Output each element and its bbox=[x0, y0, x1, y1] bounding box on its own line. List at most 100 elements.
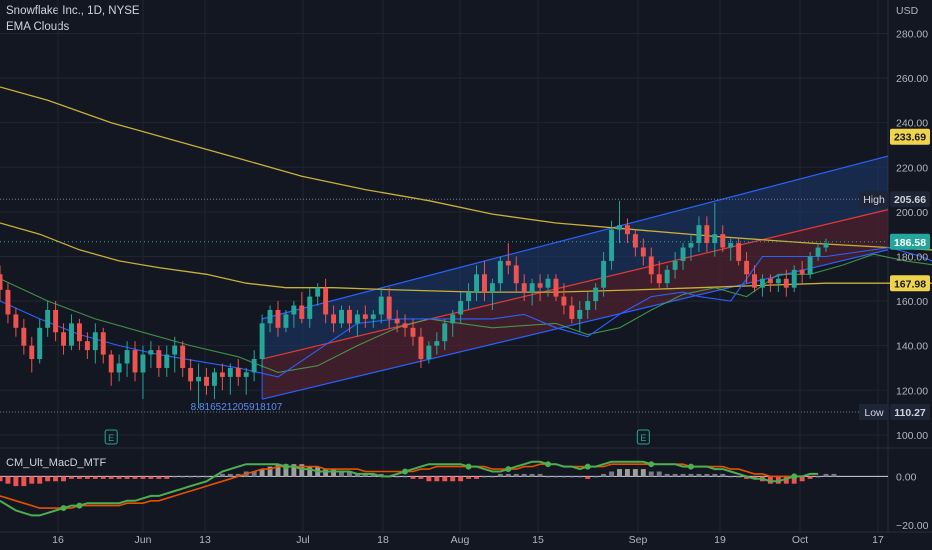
macd-histogram-bar bbox=[172, 476, 178, 478]
candle bbox=[140, 345, 146, 400]
macd-histogram-bar bbox=[497, 473, 503, 477]
macd-histogram-bar bbox=[601, 473, 607, 477]
candle bbox=[545, 274, 551, 297]
macd-histogram-bar bbox=[545, 476, 551, 478]
candle-body bbox=[688, 243, 694, 248]
candle-body bbox=[426, 345, 432, 360]
macd-histogram-bar bbox=[45, 476, 51, 482]
y-tick-label: 260.00 bbox=[896, 73, 928, 85]
macd-histogram-bar bbox=[148, 476, 154, 479]
low-tag-label: Low bbox=[864, 407, 884, 419]
ema-100-line bbox=[0, 222, 932, 293]
macd-histogram-bar bbox=[291, 464, 297, 477]
candle bbox=[37, 318, 43, 364]
price-axis[interactable]: 100.00 120.00 140.00 160.00 180.00 200.00 220.… bbox=[896, 28, 929, 532]
high-tag-label-bg bbox=[859, 191, 889, 208]
candle-body bbox=[458, 301, 464, 315]
macd-cross-dot bbox=[505, 466, 512, 473]
macd-cross-dot bbox=[791, 473, 798, 480]
candle bbox=[640, 238, 646, 266]
candle-body bbox=[227, 367, 233, 377]
candle bbox=[92, 323, 98, 364]
macd-histogram-bar bbox=[275, 464, 281, 477]
candle bbox=[299, 292, 305, 324]
macd-histogram-bar bbox=[561, 476, 567, 478]
candle-body bbox=[744, 260, 750, 275]
candle-body bbox=[251, 359, 257, 373]
candle-body bbox=[799, 269, 805, 275]
candle bbox=[767, 274, 773, 293]
candle bbox=[466, 283, 472, 310]
candle bbox=[585, 292, 591, 319]
candle-body bbox=[211, 372, 217, 386]
candle bbox=[775, 274, 781, 293]
candle bbox=[688, 234, 694, 261]
candle-body bbox=[386, 296, 392, 319]
candle bbox=[672, 251, 678, 279]
macd-tick-label: 0.00 bbox=[896, 471, 917, 483]
candle bbox=[402, 314, 408, 337]
candle-body bbox=[307, 296, 313, 319]
macd-histogram-bar bbox=[529, 473, 535, 477]
candle-body bbox=[656, 274, 662, 284]
y-tick-label: 220.00 bbox=[896, 162, 928, 174]
macd-histogram-bar bbox=[13, 476, 19, 487]
candle bbox=[458, 292, 464, 324]
macd-histogram-bar bbox=[640, 469, 646, 477]
macd-histogram-bar bbox=[418, 476, 424, 479]
chart-title: Snowflake Inc., 1D, NYSE bbox=[6, 5, 140, 17]
earnings-icon: E bbox=[104, 429, 118, 445]
macd-histogram-bar bbox=[219, 473, 225, 477]
ema-tag-bg bbox=[890, 275, 930, 292]
earnings-icon-label: E bbox=[108, 433, 114, 443]
candle bbox=[251, 350, 257, 382]
candle-body bbox=[410, 327, 416, 337]
macd-histogram-bar bbox=[378, 473, 384, 477]
candle-body bbox=[69, 323, 74, 346]
candle-body bbox=[84, 341, 90, 351]
candle bbox=[712, 202, 718, 257]
candle bbox=[648, 247, 654, 284]
candle-body bbox=[482, 274, 487, 293]
x-tick-label: 13 bbox=[199, 534, 211, 546]
ema-20-line bbox=[0, 246, 932, 378]
level-lines bbox=[0, 198, 888, 413]
macd-histogram-bar bbox=[53, 476, 59, 482]
candle-body bbox=[299, 305, 305, 319]
macd-histogram-bar bbox=[767, 476, 773, 484]
candle-body bbox=[617, 225, 622, 230]
macd-histogram-bar bbox=[323, 469, 329, 477]
candlesticks[interactable] bbox=[0, 200, 829, 409]
macd-histogram-bar bbox=[299, 464, 305, 477]
candle bbox=[736, 238, 742, 266]
ema-lines bbox=[0, 86, 932, 378]
macd-pane bbox=[0, 460, 888, 517]
macd-histogram-bar bbox=[426, 476, 432, 482]
candle bbox=[513, 256, 519, 293]
macd-histogram-bar bbox=[402, 476, 408, 478]
y-tick-label: 240.00 bbox=[896, 118, 928, 130]
candle-body bbox=[346, 309, 352, 324]
candle bbox=[386, 287, 392, 328]
macd-histogram-bar bbox=[632, 469, 638, 477]
candle bbox=[84, 332, 90, 360]
macd-histogram-bar bbox=[720, 473, 726, 477]
macd-histogram-bar bbox=[537, 473, 543, 477]
time-axis[interactable]: 16 Jun 13 Jul 18 Aug 15 Sep 19 Oct 17 bbox=[52, 534, 884, 546]
candle-body bbox=[601, 260, 607, 288]
candle-body bbox=[267, 309, 273, 324]
candle bbox=[69, 314, 74, 351]
macd-histogram-bar bbox=[505, 473, 511, 477]
candle-body bbox=[759, 278, 765, 288]
candle-body bbox=[609, 229, 615, 261]
macd-histogram-bar bbox=[458, 476, 464, 482]
candle-body bbox=[124, 350, 130, 364]
macd-histogram-bar bbox=[227, 473, 233, 477]
candle-body bbox=[315, 287, 321, 297]
candle bbox=[680, 243, 686, 270]
candle-body bbox=[188, 367, 194, 382]
macd-histogram-bar bbox=[362, 473, 368, 477]
macd-histogram-bar bbox=[744, 476, 750, 479]
candle bbox=[204, 367, 209, 395]
